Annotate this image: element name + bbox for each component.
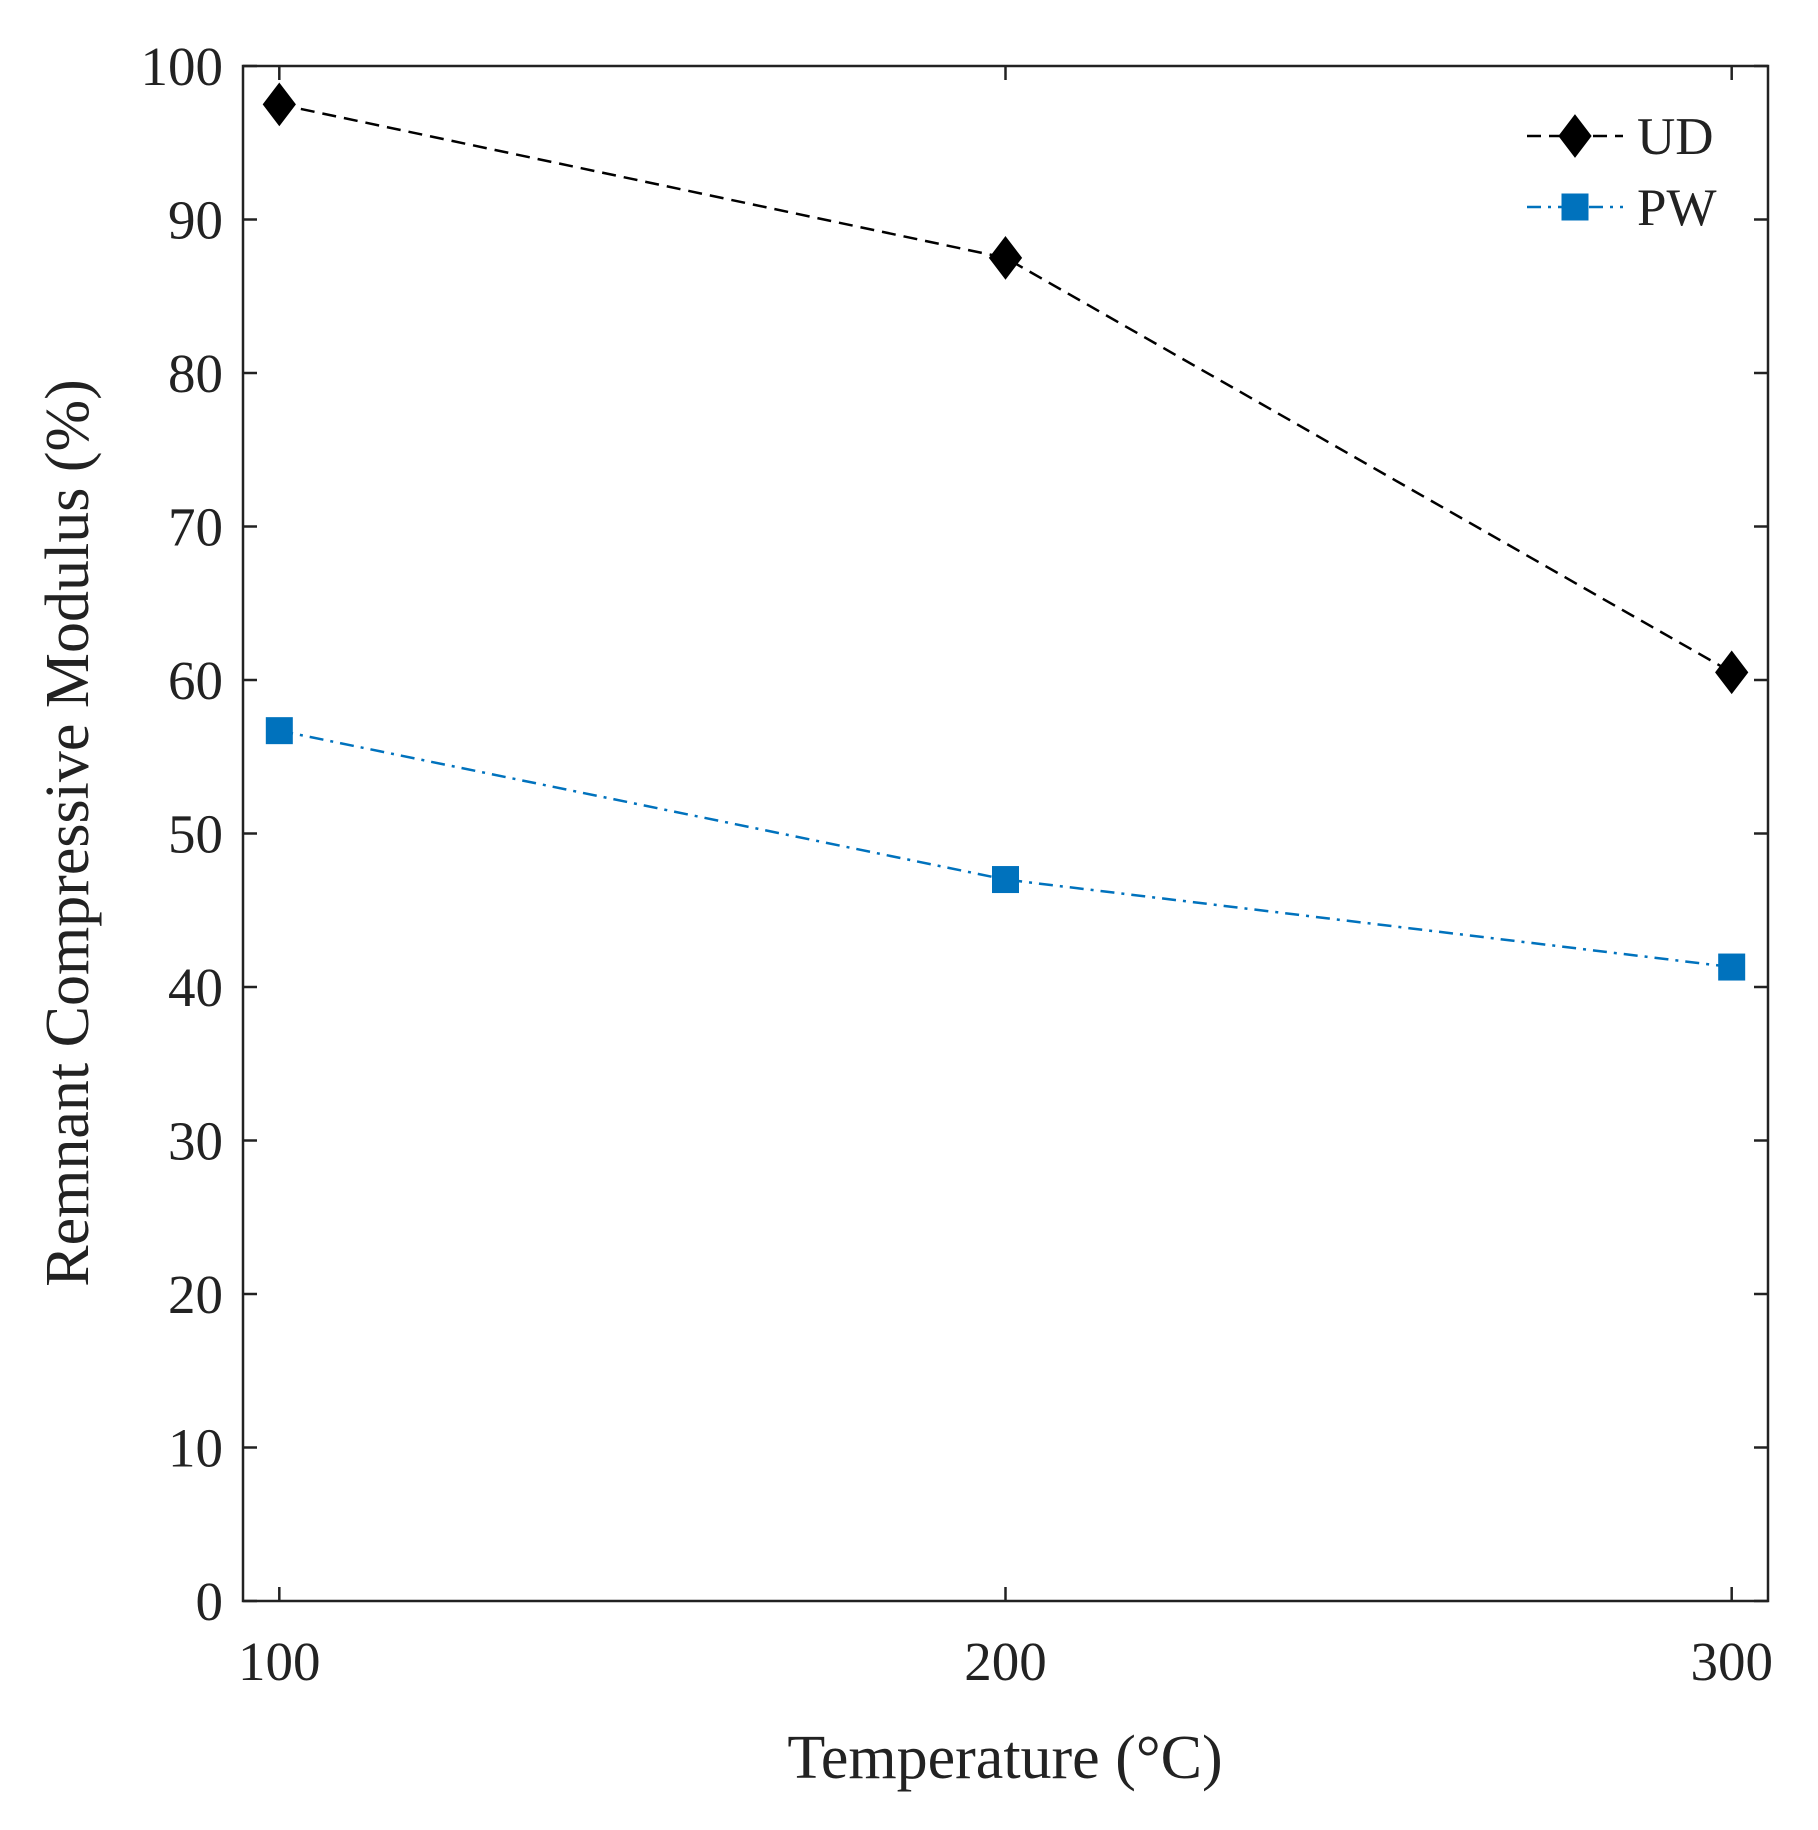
legend-item-ud: UD <box>1527 108 1714 166</box>
legend-marker <box>1561 193 1589 221</box>
series-pw <box>265 717 1746 981</box>
data-point-ud <box>262 82 296 127</box>
y-tick-label: 90 <box>168 190 223 251</box>
series-layer <box>262 82 1749 981</box>
legend-label: UD <box>1637 108 1714 166</box>
y-tick-label: 40 <box>168 957 223 1018</box>
x-tick-label: 300 <box>1690 1631 1773 1692</box>
data-point-pw <box>265 717 293 745</box>
data-point-ud <box>988 236 1023 280</box>
y-tick-label: 70 <box>168 497 223 558</box>
x-tick-label: 100 <box>238 1631 321 1692</box>
y-tick-label: 60 <box>168 650 223 711</box>
y-tick-label: 0 <box>196 1571 224 1632</box>
legend-item-pw: PW <box>1527 179 1717 237</box>
data-point-ud <box>1715 650 1749 695</box>
y-tick-label: 20 <box>168 1264 223 1325</box>
series-ud <box>262 82 1749 695</box>
y-tick-label: 80 <box>168 343 223 404</box>
legend: UD PW <box>1527 108 1717 237</box>
y-tick-label: 100 <box>141 36 224 97</box>
y-tick-label: 10 <box>168 1418 223 1479</box>
legend-label: PW <box>1637 179 1717 237</box>
x-tick-label: 200 <box>964 1631 1047 1692</box>
legend-marker <box>1558 114 1592 158</box>
plot-area <box>241 64 1770 1603</box>
y-tick-label: 30 <box>168 1111 223 1172</box>
y-tick-label: 50 <box>168 804 223 865</box>
y-axis: 0 10 20 30 40 50 60 70 80 90 100 <box>141 36 1768 1632</box>
x-axis: 100 200 300 <box>238 66 1773 1692</box>
data-point-pw <box>992 866 1019 894</box>
data-point-pw <box>1718 953 1746 981</box>
y-axis-title: Remnant Compressive Modulus (%) <box>34 379 102 1287</box>
x-axis-title: Temperature (°C) <box>787 1724 1222 1792</box>
series-line-ud <box>279 103 1733 674</box>
